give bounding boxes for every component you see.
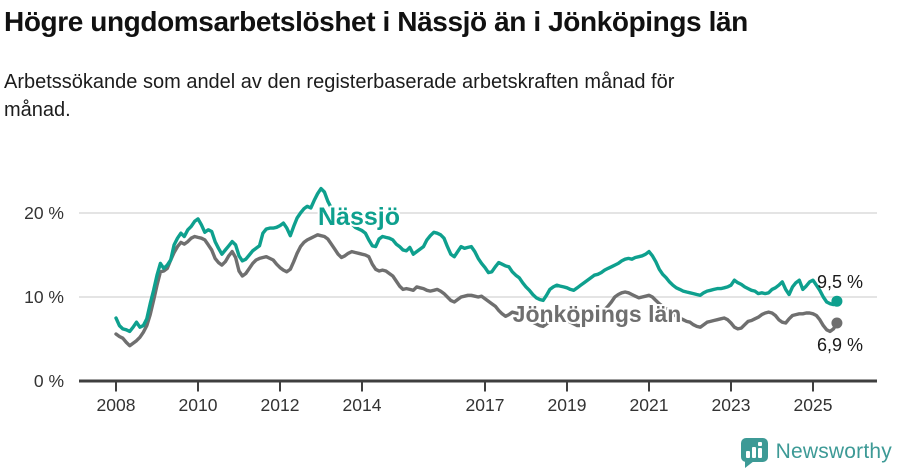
newsworthy-logo: Newsworthy [740, 436, 892, 468]
newsworthy-bar-chart-icon [740, 438, 768, 468]
x-tick-label: 2019 [548, 395, 587, 415]
x-tick-label: 2014 [343, 395, 382, 415]
newsworthy-wordmark: Newsworthy [775, 440, 892, 463]
x-axis [79, 379, 877, 392]
series-line-nassjo [114, 186, 839, 334]
chart-header: Högre ungdomsarbetslöshet i Nässjö än i … [4, 6, 896, 124]
chart-subtitle: Arbetssökande som andel av den registerb… [4, 71, 675, 122]
series-end-dot-jonkopings-lan [831, 317, 843, 329]
speech-bubble-tail [744, 461, 754, 468]
end-value-label-nassjo: 9,5 % [817, 272, 863, 292]
series-lines [114, 186, 843, 348]
y-tick-label: 0 % [34, 371, 64, 391]
x-tick-label: 2025 [794, 395, 833, 415]
x-tick-label: 2012 [261, 395, 300, 415]
x-tick-label: 2023 [712, 395, 751, 415]
page-title: Högre ungdomsarbetslöshet i Nässjö än i … [4, 6, 748, 37]
series-label-jonkopings-lan: Jönköpings län [513, 301, 682, 327]
line-chart: 0 % 10 % 20 % 2008 2010 2012 2014 2017 2019 2021 2… [24, 186, 877, 415]
y-tick-label: 20 % [24, 203, 64, 223]
series-label-nassjo: Nässjö [318, 203, 400, 231]
x-tick-label: 2021 [630, 395, 669, 415]
y-tick-label: 10 % [24, 287, 64, 307]
series-end-dot-nassjo [831, 295, 843, 307]
x-tick-label: 2010 [179, 395, 218, 415]
chart-labels: 0 % 10 % 20 % 2008 2010 2012 2014 2017 2019 2021 2… [24, 201, 863, 415]
x-tick-label: 2017 [466, 395, 505, 415]
series-line-jonkopings-lan [114, 233, 839, 348]
x-tick-label: 2008 [97, 395, 136, 415]
end-value-label-jonkopings-lan: 6,9 % [817, 335, 863, 355]
